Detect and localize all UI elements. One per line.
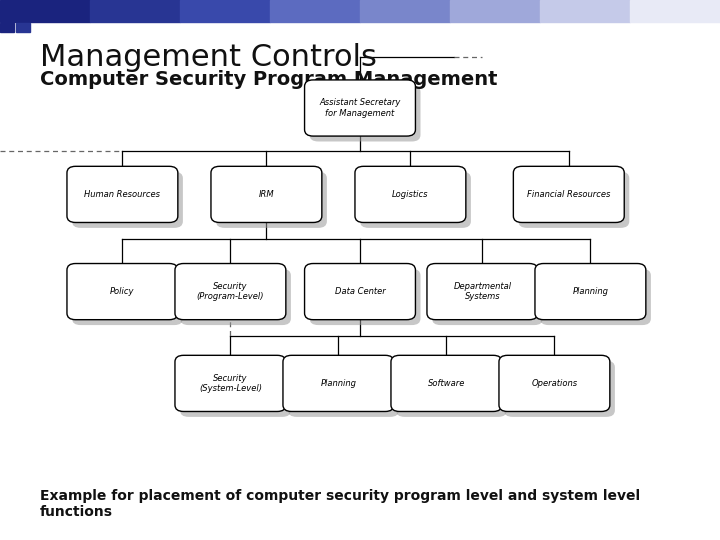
Text: Security
(Program-Level): Security (Program-Level) (197, 282, 264, 301)
Text: Planning: Planning (320, 379, 356, 388)
Text: Data Center: Data Center (335, 287, 385, 296)
Bar (630, 0, 720, 22)
Text: Departmental
Systems: Departmental Systems (454, 282, 511, 301)
FancyBboxPatch shape (175, 264, 286, 320)
Text: Financial Resources: Financial Resources (527, 190, 611, 199)
FancyBboxPatch shape (305, 264, 415, 320)
FancyBboxPatch shape (504, 361, 615, 417)
FancyBboxPatch shape (283, 355, 394, 411)
FancyBboxPatch shape (175, 355, 286, 411)
Text: Logistics: Logistics (392, 190, 428, 199)
Text: Software: Software (428, 379, 465, 388)
Text: Planning: Planning (572, 287, 608, 296)
Bar (0, 23, 14, 32)
Bar (0, 0, 90, 22)
FancyBboxPatch shape (310, 85, 420, 141)
Text: Policy: Policy (110, 287, 135, 296)
Text: Management Controls: Management Controls (40, 43, 377, 72)
Text: IRM: IRM (258, 190, 274, 199)
Bar (360, 0, 450, 22)
FancyBboxPatch shape (180, 361, 291, 417)
Bar (90, 0, 180, 22)
FancyBboxPatch shape (427, 264, 538, 320)
Text: Computer Security Program Management: Computer Security Program Management (40, 70, 497, 89)
Text: Operations: Operations (531, 379, 577, 388)
Bar (270, 0, 360, 22)
Text: Security
(System-Level): Security (System-Level) (199, 374, 262, 393)
Bar (180, 0, 270, 22)
Text: Assistant Secretary
for Management: Assistant Secretary for Management (319, 98, 401, 118)
FancyBboxPatch shape (360, 172, 471, 228)
FancyBboxPatch shape (396, 361, 507, 417)
FancyBboxPatch shape (67, 166, 178, 222)
FancyBboxPatch shape (355, 166, 466, 222)
FancyBboxPatch shape (72, 172, 183, 228)
Bar (16, 23, 30, 32)
FancyBboxPatch shape (391, 355, 502, 411)
FancyBboxPatch shape (518, 172, 629, 228)
FancyBboxPatch shape (540, 269, 651, 325)
FancyBboxPatch shape (513, 166, 624, 222)
Bar (540, 0, 630, 22)
Bar (450, 0, 540, 22)
FancyBboxPatch shape (535, 264, 646, 320)
FancyBboxPatch shape (499, 355, 610, 411)
FancyBboxPatch shape (67, 264, 178, 320)
FancyBboxPatch shape (305, 80, 415, 136)
FancyBboxPatch shape (432, 269, 543, 325)
FancyBboxPatch shape (211, 166, 322, 222)
FancyBboxPatch shape (310, 269, 420, 325)
FancyBboxPatch shape (72, 269, 183, 325)
FancyBboxPatch shape (288, 361, 399, 417)
FancyBboxPatch shape (180, 269, 291, 325)
FancyBboxPatch shape (216, 172, 327, 228)
Text: Human Resources: Human Resources (84, 190, 161, 199)
Text: Example for placement of computer security program level and system level
functi: Example for placement of computer securi… (40, 489, 640, 519)
